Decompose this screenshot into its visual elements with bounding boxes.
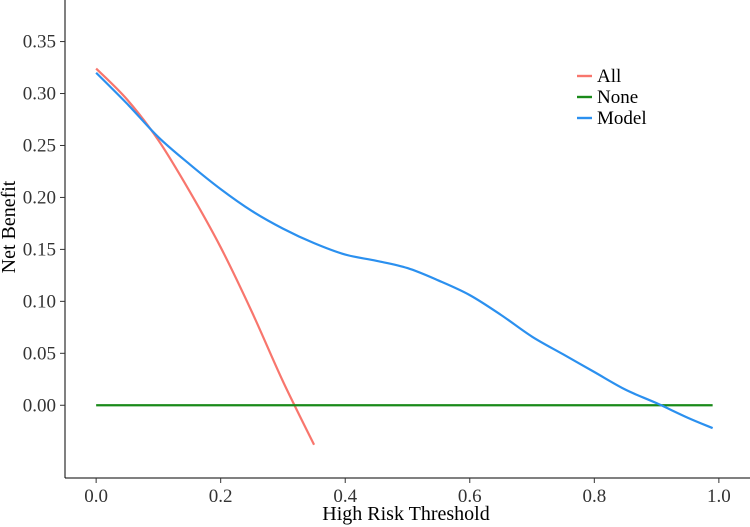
- legend-label-all: All: [597, 66, 621, 87]
- y-tick-label: 0.05: [23, 343, 56, 364]
- y-axis-title: Net Benefit: [0, 180, 20, 273]
- x-tick-label: 1.0: [707, 486, 731, 507]
- y-tick-label: 0.00: [23, 395, 56, 416]
- y-tick-label: 0.20: [23, 187, 56, 208]
- y-tick-label: 0.30: [23, 84, 56, 105]
- x-tick-label: 0.4: [333, 486, 357, 507]
- x-tick-label: 0.6: [458, 486, 482, 507]
- y-tick-label: 0.35: [23, 32, 56, 53]
- legend-label-model: Model: [597, 108, 647, 129]
- x-axis-title: High Risk Threshold: [322, 503, 489, 525]
- y-tick-label: 0.10: [23, 291, 56, 312]
- legend-label-none: None: [597, 87, 638, 108]
- series-line-model: [95, 71, 714, 430]
- x-tick-label: 0.0: [84, 486, 108, 507]
- plot-area: [95, 67, 714, 446]
- x-tick-label: 0.2: [209, 486, 233, 507]
- y-tick-label: 0.15: [23, 239, 56, 260]
- x-tick-label: 0.8: [582, 486, 606, 507]
- x-axis-ticks: 0.0 0.2 0.4 0.6 0.8 1.0: [84, 478, 731, 507]
- series-line-all: [95, 67, 316, 446]
- y-axis-ticks: 0.00 0.05 0.10 0.15 0.20 0.25 0.30 0.35: [23, 32, 65, 416]
- y-tick-label: 0.25: [23, 135, 56, 156]
